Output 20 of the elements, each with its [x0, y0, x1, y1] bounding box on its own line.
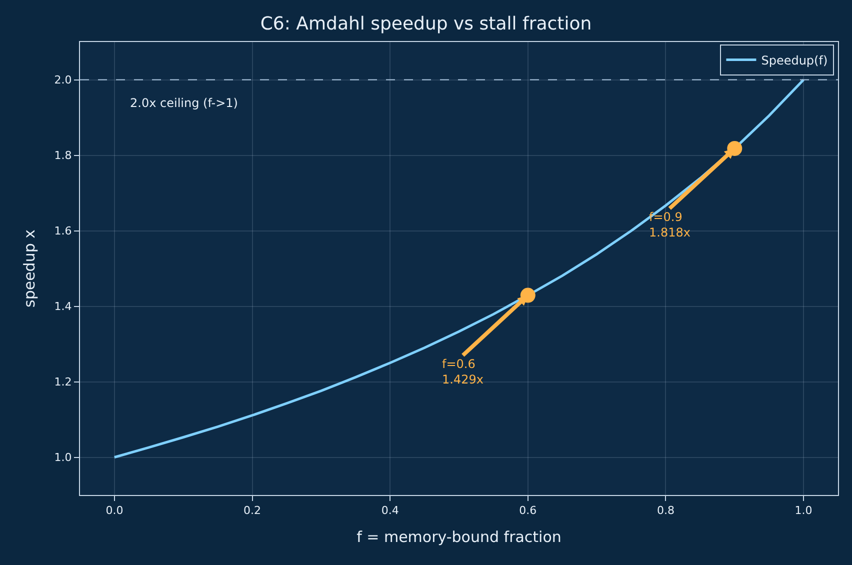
line-series	[113, 78, 805, 458]
x-axis-title: f = memory-bound fraction	[356, 528, 562, 546]
x-tick-label: 0.0	[106, 504, 124, 518]
y-tick-label: 1.8	[54, 149, 72, 162]
y-tick-label: 2.0	[54, 74, 72, 87]
annotation: f=0.6 1.429x	[442, 357, 484, 387]
legend-label: Speedup(f)	[761, 53, 828, 68]
y-tick-label: 1.0	[54, 451, 72, 464]
x-tick-label: 0.8	[656, 504, 674, 518]
y-tick-label: 1.6	[54, 224, 72, 238]
x-tick-label: 0.6	[519, 504, 537, 518]
ref-line-label: 2.0x ceiling (f->1)	[130, 96, 238, 110]
chart-title: C6: Amdahl speedup vs stall fraction	[260, 14, 592, 35]
x-tick-label: 1.0	[794, 504, 812, 518]
y-axis-title: speedup x	[20, 229, 39, 308]
y-tick-label: 1.4	[54, 300, 72, 314]
x-tick-label: 0.2	[244, 504, 262, 518]
annotation: f=0.9 1.818x	[649, 210, 690, 240]
y-tick-label: 1.2	[54, 376, 72, 389]
x-tick-label: 0.4	[381, 504, 399, 518]
